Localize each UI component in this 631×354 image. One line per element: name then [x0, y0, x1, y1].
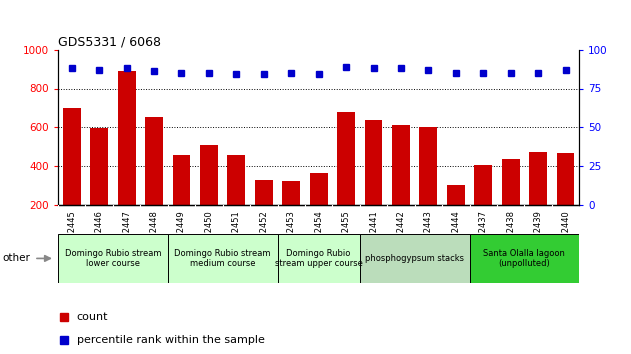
Bar — [557, 153, 574, 205]
Text: phosphogypsum stacks: phosphogypsum stacks — [365, 254, 464, 263]
Text: GSM832439: GSM832439 — [534, 210, 543, 261]
Text: GSM832444: GSM832444 — [451, 210, 460, 261]
Bar — [392, 125, 410, 205]
Bar — [420, 127, 437, 205]
Text: GSM832452: GSM832452 — [259, 210, 268, 261]
Text: GSM832441: GSM832441 — [369, 210, 378, 261]
Bar — [447, 185, 464, 205]
Bar — [227, 155, 245, 205]
Text: GSM832447: GSM832447 — [122, 210, 131, 261]
Text: GSM832451: GSM832451 — [232, 210, 241, 261]
Bar — [310, 173, 327, 205]
Bar — [255, 180, 273, 205]
Bar — [337, 112, 355, 205]
Text: GSM832442: GSM832442 — [396, 210, 406, 261]
Bar — [529, 152, 547, 205]
Bar — [168, 234, 278, 283]
Text: GSM832446: GSM832446 — [95, 210, 103, 261]
Bar — [63, 108, 81, 205]
Text: Domingo Rubio stream
lower course: Domingo Rubio stream lower course — [64, 249, 161, 268]
Text: GSM832453: GSM832453 — [286, 210, 296, 261]
Bar — [58, 234, 168, 283]
Text: GSM832437: GSM832437 — [479, 210, 488, 261]
Text: GSM832445: GSM832445 — [68, 210, 76, 261]
Bar — [200, 145, 218, 205]
Bar — [360, 234, 469, 283]
Text: GSM832443: GSM832443 — [424, 210, 433, 261]
Text: Santa Olalla lagoon
(unpolluted): Santa Olalla lagoon (unpolluted) — [483, 249, 565, 268]
Bar — [365, 120, 382, 205]
Text: count: count — [77, 312, 109, 322]
Bar — [469, 234, 579, 283]
Bar — [90, 129, 108, 205]
Text: GSM832454: GSM832454 — [314, 210, 323, 261]
Text: Domingo Rubio
stream upper course: Domingo Rubio stream upper course — [274, 249, 363, 268]
Text: GSM832455: GSM832455 — [341, 210, 351, 261]
Text: GSM832448: GSM832448 — [150, 210, 158, 261]
Bar — [173, 155, 191, 205]
Bar — [118, 71, 136, 205]
Text: GSM832438: GSM832438 — [506, 210, 515, 261]
Bar — [502, 159, 519, 205]
Bar — [475, 165, 492, 205]
Bar — [278, 234, 360, 283]
Text: Domingo Rubio stream
medium course: Domingo Rubio stream medium course — [174, 249, 271, 268]
Text: GSM832440: GSM832440 — [561, 210, 570, 261]
Text: GDS5331 / 6068: GDS5331 / 6068 — [58, 35, 161, 48]
Text: GSM832449: GSM832449 — [177, 210, 186, 261]
Text: other: other — [2, 253, 30, 263]
Text: percentile rank within the sample: percentile rank within the sample — [77, 335, 264, 346]
Text: GSM832450: GSM832450 — [204, 210, 213, 261]
Bar — [145, 117, 163, 205]
Bar — [282, 181, 300, 205]
